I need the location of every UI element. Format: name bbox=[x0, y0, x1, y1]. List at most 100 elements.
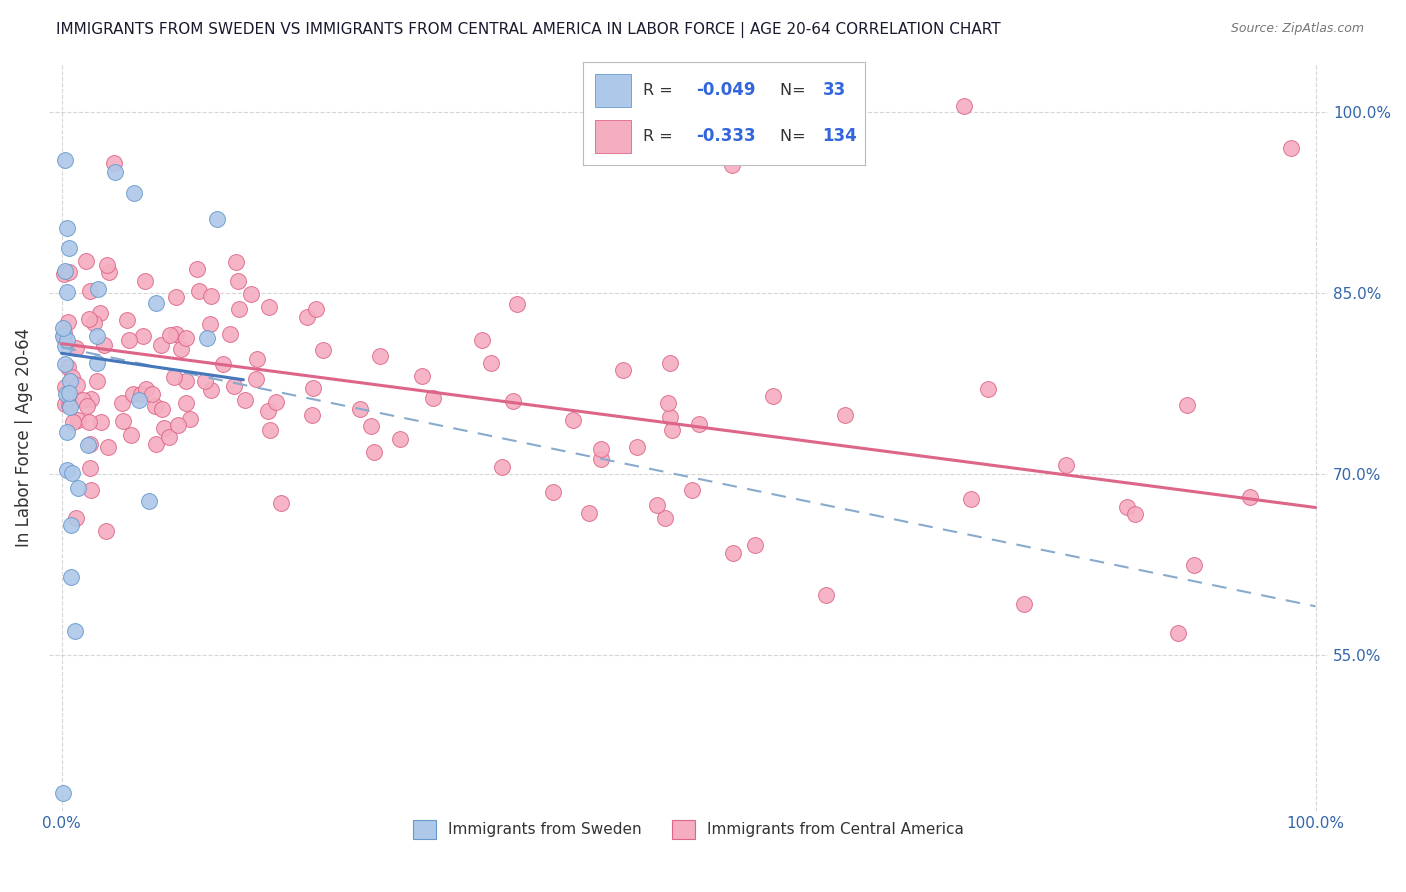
Point bbox=[228, 301, 250, 316]
Point bbox=[157, 430, 180, 444]
Point bbox=[1239, 491, 1261, 505]
Point bbox=[60, 369, 83, 384]
Point bbox=[58, 241, 80, 255]
Point bbox=[1012, 597, 1035, 611]
Point bbox=[246, 352, 269, 367]
Point bbox=[153, 421, 176, 435]
Bar bbox=[595, 120, 631, 153]
Point bbox=[762, 388, 785, 402]
Point bbox=[79, 461, 101, 475]
Point bbox=[218, 327, 240, 342]
Point bbox=[59, 374, 82, 388]
Point bbox=[207, 211, 229, 226]
Point bbox=[721, 546, 744, 560]
Point bbox=[56, 333, 79, 347]
Point bbox=[59, 400, 82, 414]
Point bbox=[491, 460, 513, 475]
Point bbox=[1123, 507, 1146, 521]
Point bbox=[52, 320, 75, 334]
Point bbox=[659, 410, 682, 425]
Point bbox=[543, 485, 565, 500]
Point bbox=[86, 374, 108, 388]
Point bbox=[80, 483, 103, 497]
Point bbox=[53, 264, 76, 278]
Point bbox=[239, 286, 262, 301]
Point bbox=[58, 265, 80, 279]
Point bbox=[179, 412, 201, 426]
Text: 134: 134 bbox=[823, 128, 858, 145]
Point bbox=[302, 381, 325, 395]
Point bbox=[479, 355, 502, 369]
Point bbox=[76, 400, 98, 414]
Point bbox=[58, 398, 80, 412]
Point bbox=[150, 337, 173, 351]
Point bbox=[200, 384, 222, 398]
Point bbox=[87, 282, 110, 296]
Point bbox=[562, 412, 585, 426]
Point bbox=[422, 391, 444, 405]
Point bbox=[815, 588, 838, 602]
Point bbox=[58, 391, 80, 405]
Point bbox=[89, 306, 111, 320]
Point bbox=[360, 419, 382, 434]
Point bbox=[578, 506, 600, 520]
Point bbox=[257, 300, 280, 314]
Point bbox=[312, 343, 335, 358]
Legend: Immigrants from Sweden, Immigrants from Central America: Immigrants from Sweden, Immigrants from … bbox=[406, 814, 970, 845]
Point bbox=[226, 274, 249, 288]
Point bbox=[65, 341, 87, 355]
Point bbox=[97, 441, 120, 455]
Point bbox=[53, 331, 76, 345]
Point bbox=[52, 329, 75, 343]
Point bbox=[138, 494, 160, 508]
Point bbox=[63, 624, 86, 639]
Point bbox=[176, 331, 198, 345]
Text: -0.333: -0.333 bbox=[696, 128, 755, 145]
Point bbox=[681, 483, 703, 497]
Point bbox=[612, 363, 634, 377]
Point bbox=[301, 408, 323, 422]
Point bbox=[658, 356, 681, 370]
Point bbox=[645, 498, 668, 512]
Point bbox=[186, 262, 208, 277]
Point bbox=[75, 254, 97, 268]
Point bbox=[589, 452, 612, 467]
Text: R =: R = bbox=[643, 83, 678, 97]
Point bbox=[145, 295, 167, 310]
Point bbox=[120, 428, 142, 442]
Point bbox=[132, 329, 155, 343]
Point bbox=[52, 786, 75, 800]
Point bbox=[53, 357, 76, 371]
Point bbox=[389, 433, 412, 447]
Point bbox=[58, 385, 80, 400]
Point bbox=[363, 445, 385, 459]
Point bbox=[176, 374, 198, 388]
Point bbox=[264, 395, 287, 409]
Point bbox=[62, 415, 84, 429]
Text: Source: ZipAtlas.com: Source: ZipAtlas.com bbox=[1230, 22, 1364, 36]
Point bbox=[721, 158, 744, 172]
Point bbox=[245, 371, 267, 385]
Point bbox=[349, 402, 371, 417]
Point bbox=[86, 329, 108, 343]
Point bbox=[166, 417, 188, 432]
Point bbox=[145, 436, 167, 450]
Point bbox=[134, 274, 156, 288]
Point bbox=[79, 285, 101, 299]
Point bbox=[53, 267, 76, 281]
Point bbox=[471, 333, 494, 347]
Point bbox=[55, 221, 77, 235]
Text: R =: R = bbox=[643, 128, 678, 144]
Point bbox=[506, 297, 529, 311]
Point bbox=[834, 408, 856, 422]
Point bbox=[53, 380, 76, 394]
Point bbox=[657, 395, 679, 409]
Point bbox=[135, 382, 157, 396]
Point bbox=[295, 310, 318, 325]
Point bbox=[77, 312, 100, 326]
Point bbox=[198, 317, 221, 331]
Point bbox=[128, 392, 150, 407]
Point bbox=[953, 99, 976, 113]
Point bbox=[200, 288, 222, 302]
Point bbox=[222, 379, 245, 393]
